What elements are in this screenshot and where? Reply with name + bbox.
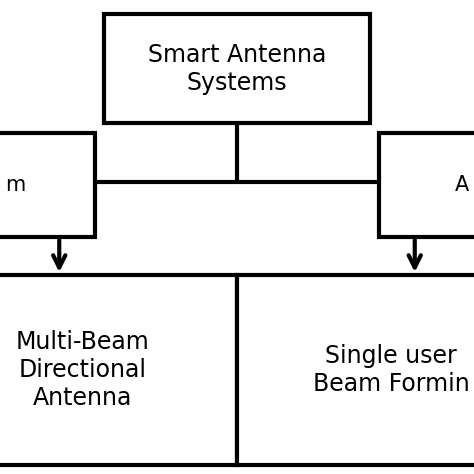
FancyBboxPatch shape <box>0 133 95 237</box>
Text: Single user
Beam Formin: Single user Beam Formin <box>313 344 469 396</box>
FancyBboxPatch shape <box>104 14 370 123</box>
FancyBboxPatch shape <box>0 275 237 465</box>
Text: A: A <box>455 175 469 195</box>
Text: Smart Antenna
Systems: Smart Antenna Systems <box>148 43 326 95</box>
Text: m: m <box>5 175 25 195</box>
FancyBboxPatch shape <box>237 275 474 465</box>
FancyBboxPatch shape <box>379 133 474 237</box>
Text: Multi-Beam
Directional
Antenna: Multi-Beam Directional Antenna <box>16 330 150 410</box>
